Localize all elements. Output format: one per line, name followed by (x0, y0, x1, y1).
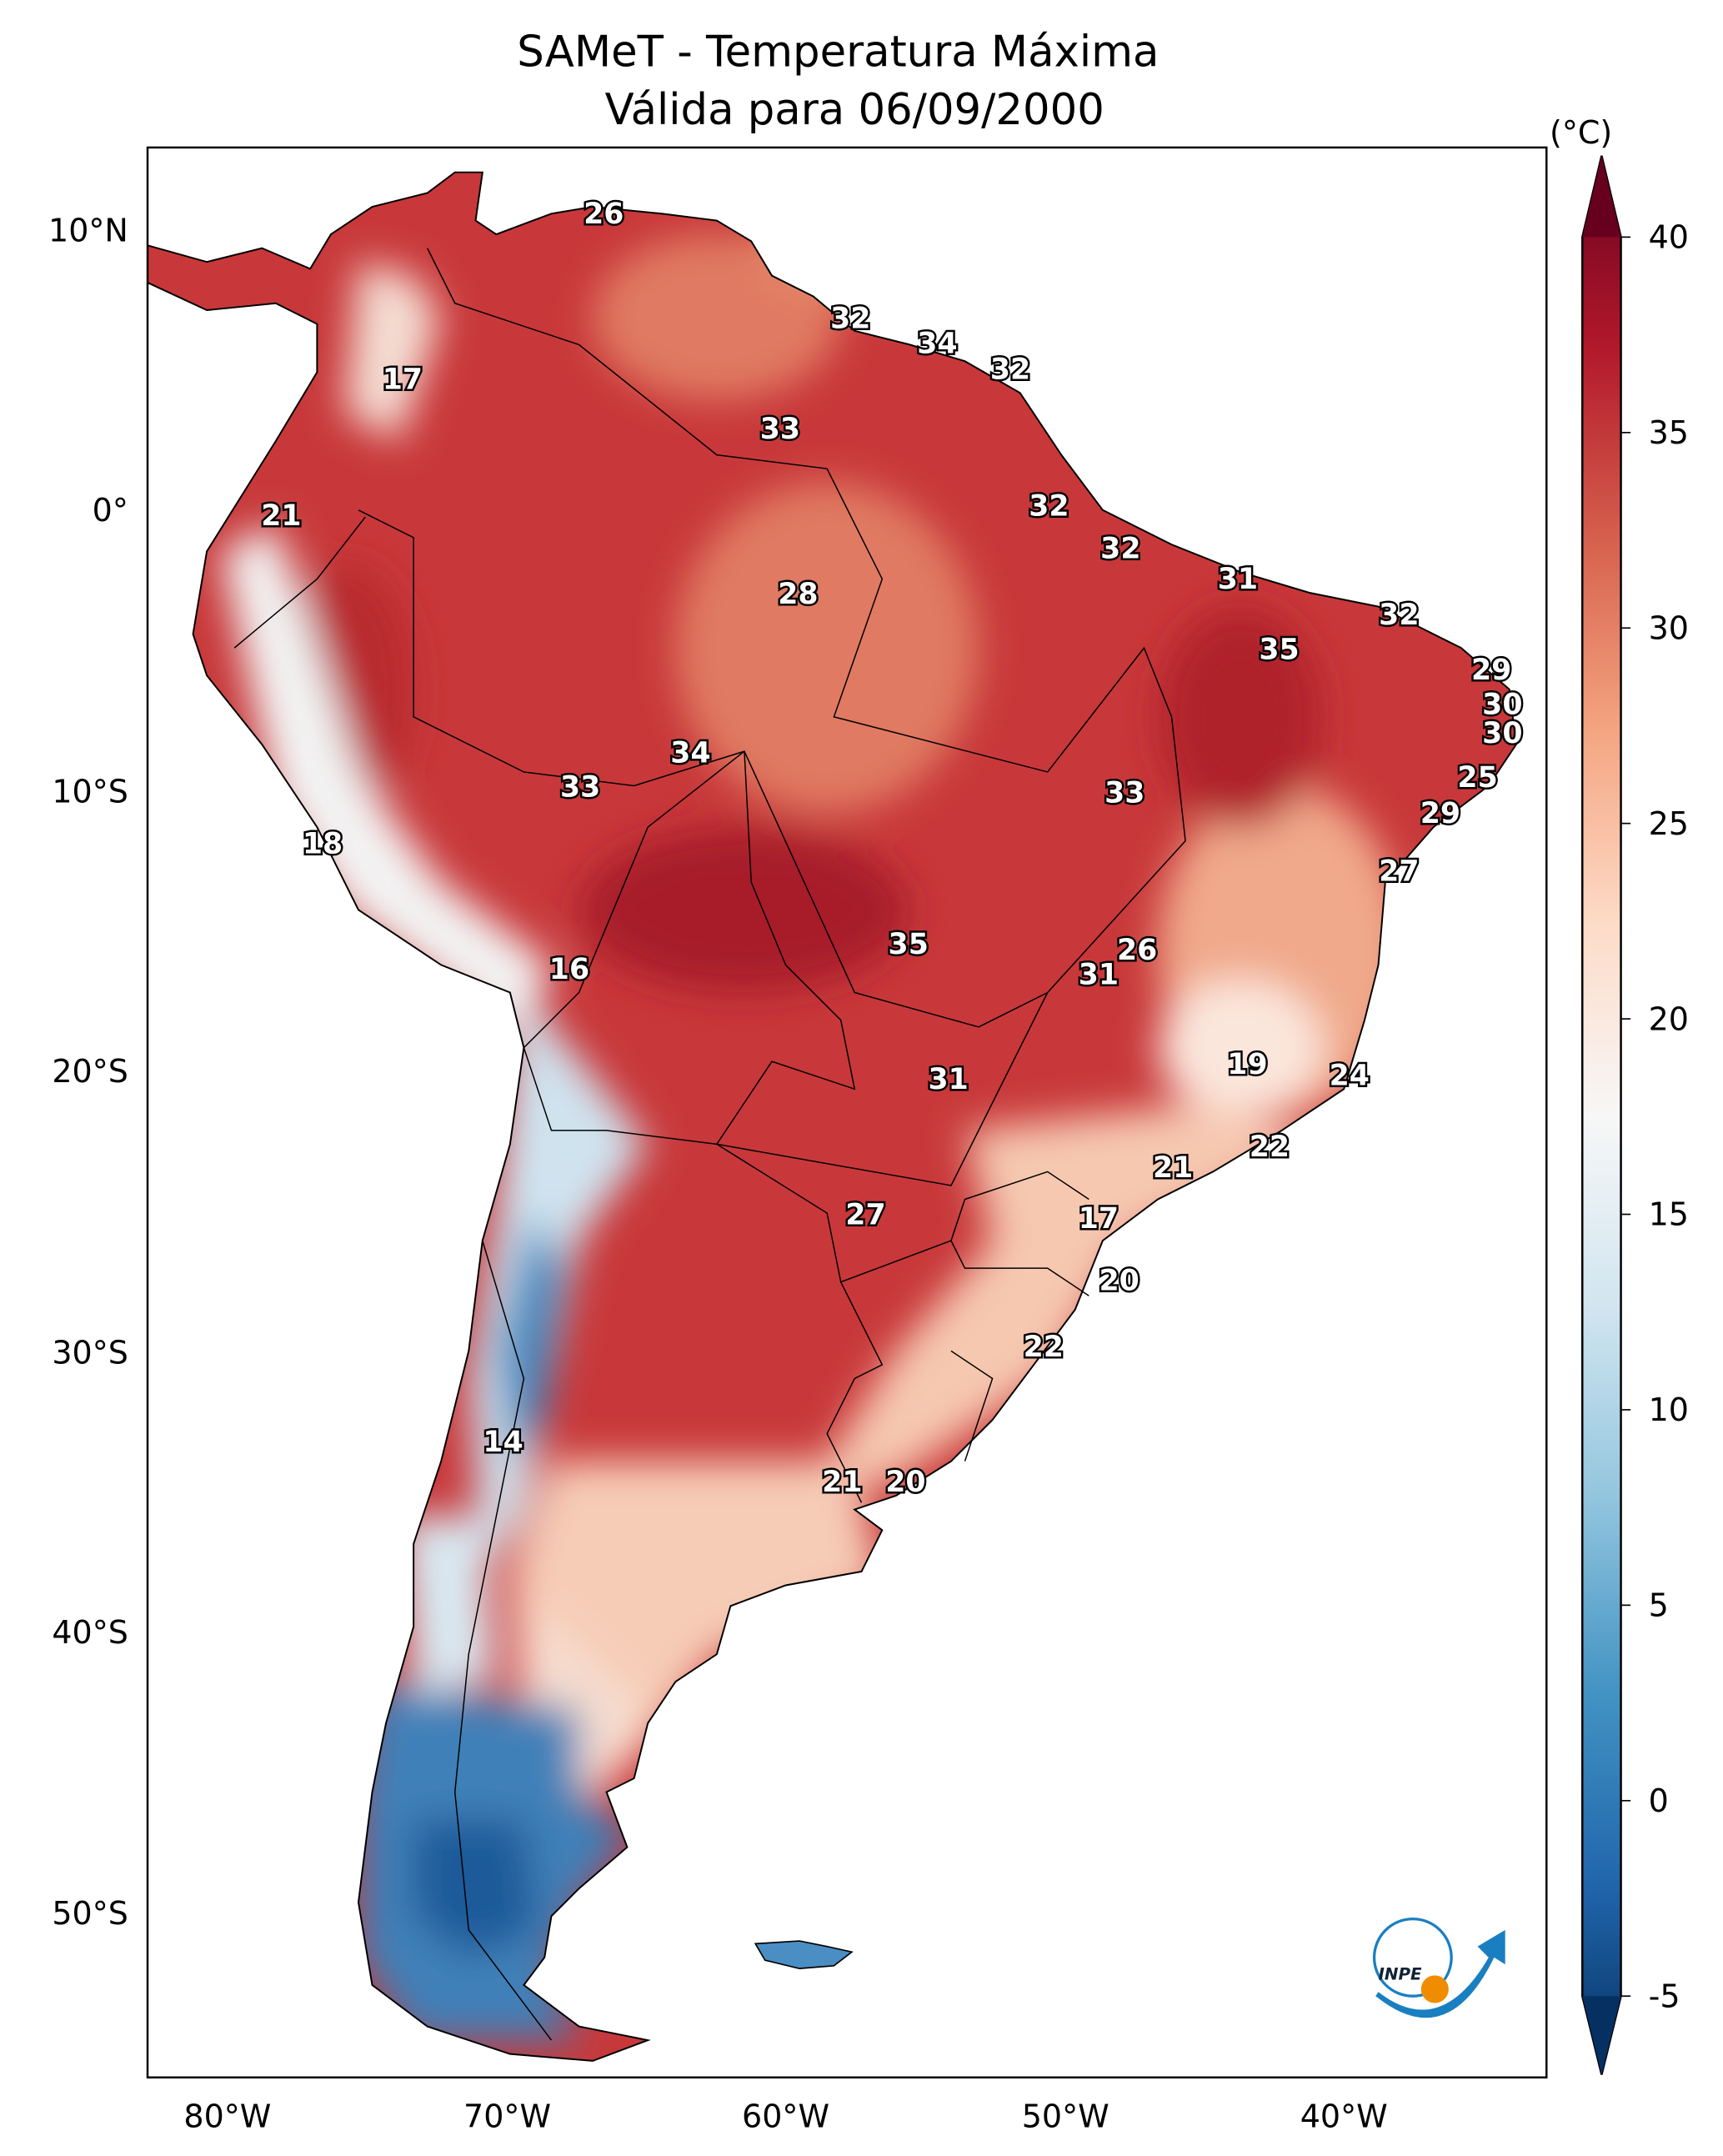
falklands-island (754, 1940, 854, 1969)
contour-label: 29 (1420, 797, 1460, 830)
lon-tick-label: 80°W (183, 2098, 271, 2134)
country-borders (233, 248, 1186, 2041)
contour-label: 32 (990, 353, 1030, 387)
lat-tick-label: 10°N (48, 212, 128, 248)
contour-label: 35 (1259, 633, 1299, 666)
contour-label: 28 (778, 578, 818, 611)
colorbar-tick-label: 35 (1649, 414, 1689, 451)
lon-tick-label: 60°W (742, 2098, 829, 2134)
lat-tick-label: 40°S (52, 1614, 128, 1651)
map-frame (146, 146, 1548, 2078)
contour-label: 21 (261, 499, 301, 533)
lon-tick-label: 70°W (463, 2098, 551, 2134)
lat-tick-label: 10°S (52, 773, 128, 810)
colorbar-tick-label: -5 (1649, 1978, 1680, 2014)
map-title-line2: Válida para 06/09/2000 (605, 85, 1104, 135)
lat-tick-label: 50°S (52, 1895, 128, 1932)
contour-label: 20 (1099, 1265, 1139, 1298)
contour-label: 27 (1379, 855, 1419, 889)
lat-tick-label: 0° (93, 492, 128, 529)
lat-axis: 10°N 0° 10°S 20°S 30°S 40°S 50°S (48, 212, 128, 1932)
colorbar-tick-label: 5 (1649, 1587, 1669, 1624)
contour-label: 21 (1153, 1151, 1193, 1185)
colorbar-tick-label: 15 (1649, 1196, 1689, 1233)
colorbar-tick-label: 25 (1649, 805, 1689, 842)
contour-label: 14 (483, 1426, 523, 1459)
contour-label: 17 (1079, 1202, 1119, 1236)
lat-tick-label: 20°S (52, 1053, 128, 1090)
contour-label: 34 (670, 736, 710, 770)
contour-label: 20 (885, 1466, 925, 1499)
lon-axis: 80°W 70°W 60°W 50°W 40°W (183, 2098, 1387, 2134)
contour-label: 26 (1117, 934, 1157, 967)
contour-label: 19 (1227, 1048, 1267, 1081)
inpe-logo: INPE (1372, 1917, 1505, 2018)
lon-tick-label: 50°W (1022, 2098, 1109, 2134)
lat-tick-label: 30°S (52, 1334, 128, 1371)
colorbar-tick-label: 20 (1649, 1000, 1689, 1037)
contour-label: 31 (1079, 959, 1119, 992)
contour-label: 34 (917, 327, 957, 360)
colorbar-unit: (°C) (1550, 114, 1612, 151)
contour-label: 35 (889, 928, 929, 961)
colorbar-tick-label: 0 (1649, 1782, 1669, 1819)
contour-label: 31 (929, 1063, 969, 1096)
contour-label: 33 (1104, 776, 1144, 810)
contour-label: 32 (1100, 533, 1140, 566)
colorbar: (°C) 40 35 30 25 20 15 10 5 0 -5 (1550, 114, 1689, 2075)
contour-label: 33 (760, 413, 800, 446)
contour-label: 27 (845, 1198, 885, 1231)
contour-label: 29 (1471, 654, 1511, 687)
lon-tick-label: 40°W (1300, 2098, 1388, 2134)
contour-label: 21 (822, 1466, 862, 1499)
contour-label: 17 (383, 363, 423, 396)
contour-label: 32 (1379, 599, 1419, 632)
contour-label: 26 (584, 198, 624, 231)
colorbar-tick-label: 10 (1649, 1391, 1689, 1428)
contour-label: 32 (1029, 489, 1069, 523)
map-title-line1: SAMeT - Temperatura Máxima (517, 27, 1159, 77)
contour-label: 22 (1024, 1331, 1064, 1364)
inpe-logo-text: INPE (1379, 1964, 1423, 1983)
colorbar-tick-label: 30 (1649, 609, 1689, 646)
contour-label: 31 (1218, 563, 1258, 596)
colorbar-tick-label: 40 (1649, 219, 1689, 256)
contour-label: 22 (1250, 1131, 1290, 1164)
contour-label: 30 (1482, 717, 1522, 750)
contour-label: 33 (560, 771, 600, 805)
contour-label: 32 (830, 303, 870, 336)
contour-label: 24 (1330, 1059, 1370, 1092)
contour-label: 16 (549, 953, 589, 986)
contour-label: 30 (1482, 688, 1522, 721)
contour-label: 18 (303, 827, 343, 860)
contour-label: 25 (1457, 761, 1497, 795)
